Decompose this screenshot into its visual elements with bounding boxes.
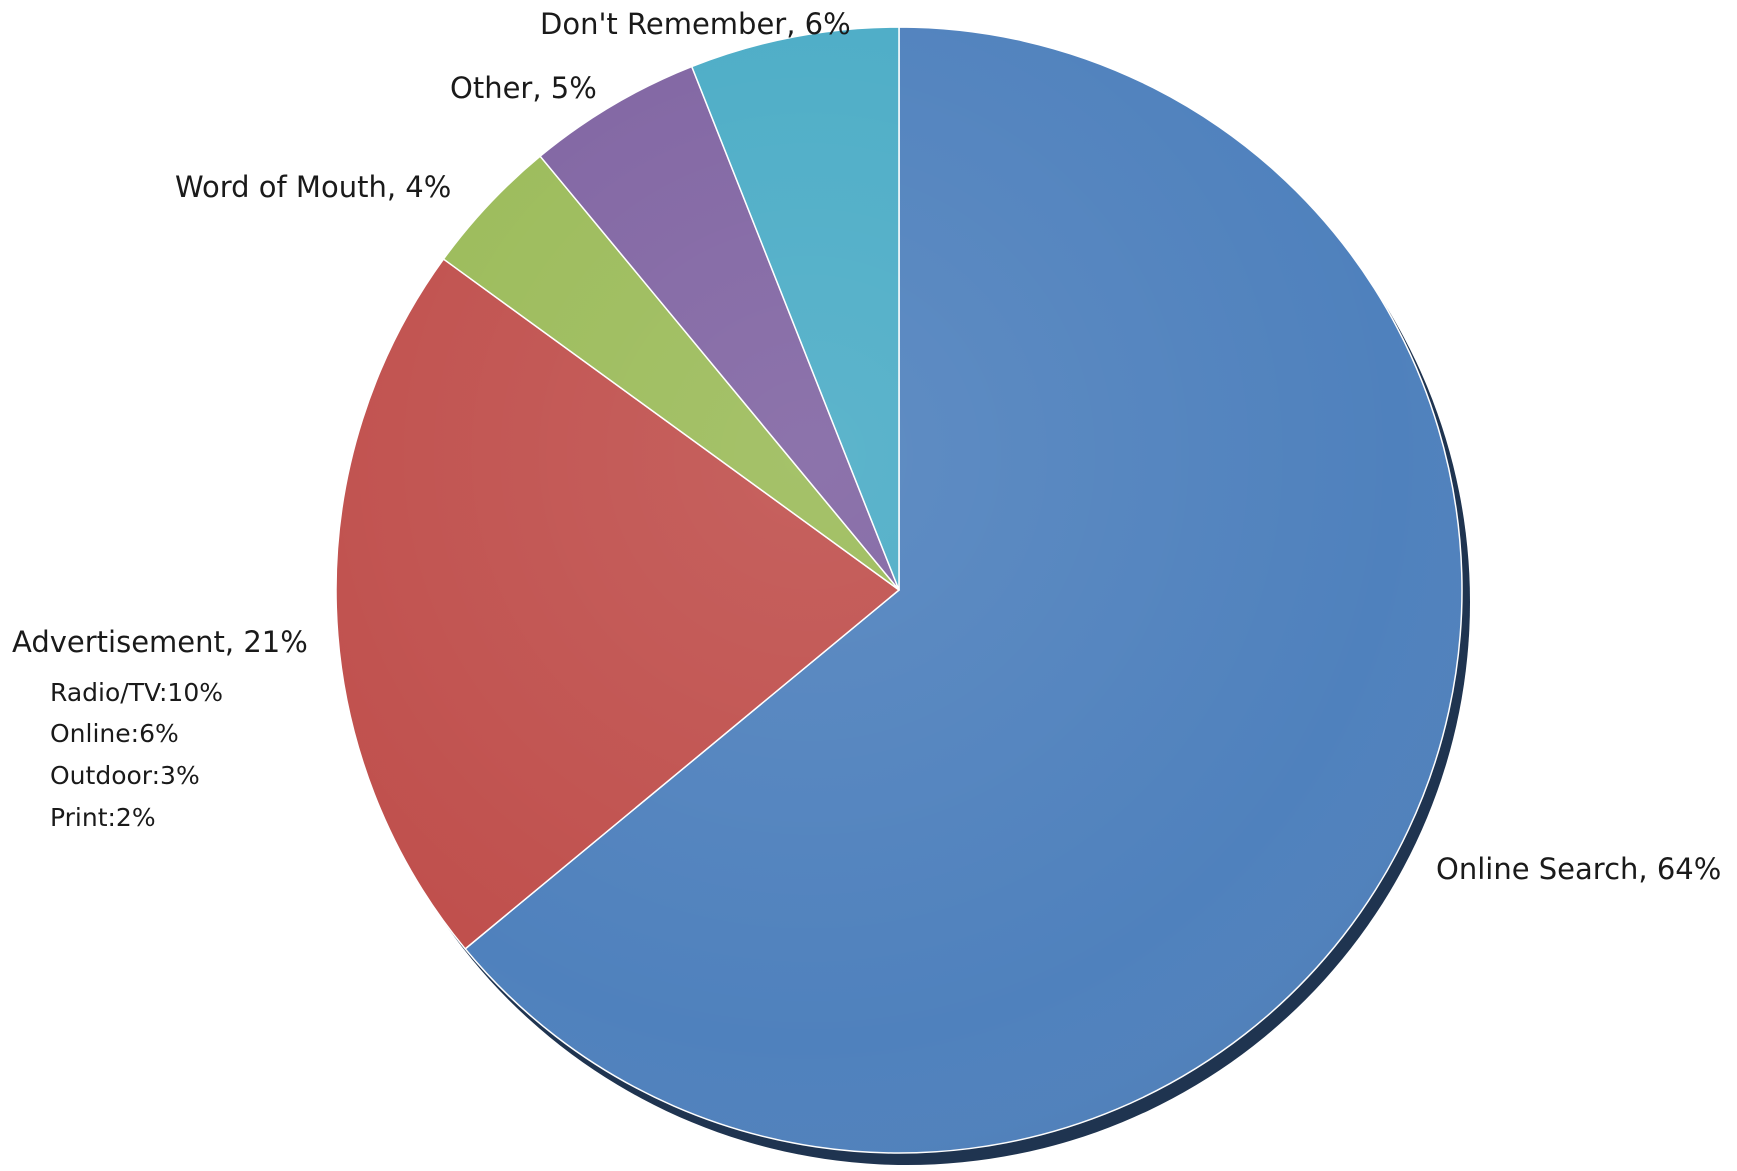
advertisement-breakdown-outdoor: Outdoor:3% [50,761,200,790]
slice-label-advertisement: Advertisement, 21% [12,625,308,659]
pie-slices [335,26,1463,1154]
slice-label-dont-remember: Don't Remember, 6% [540,7,851,41]
advertisement-breakdown-radio-tv: Radio/TV:10% [50,678,223,707]
slice-label-word-of-mouth: Word of Mouth, 4% [175,170,451,204]
advertisement-breakdown-print: Print:2% [50,803,156,832]
slice-label-online-search: Online Search, 64% [1436,852,1721,886]
slice-label-other: Other, 5% [450,71,597,105]
advertisement-breakdown-online: Online:6% [50,719,179,748]
